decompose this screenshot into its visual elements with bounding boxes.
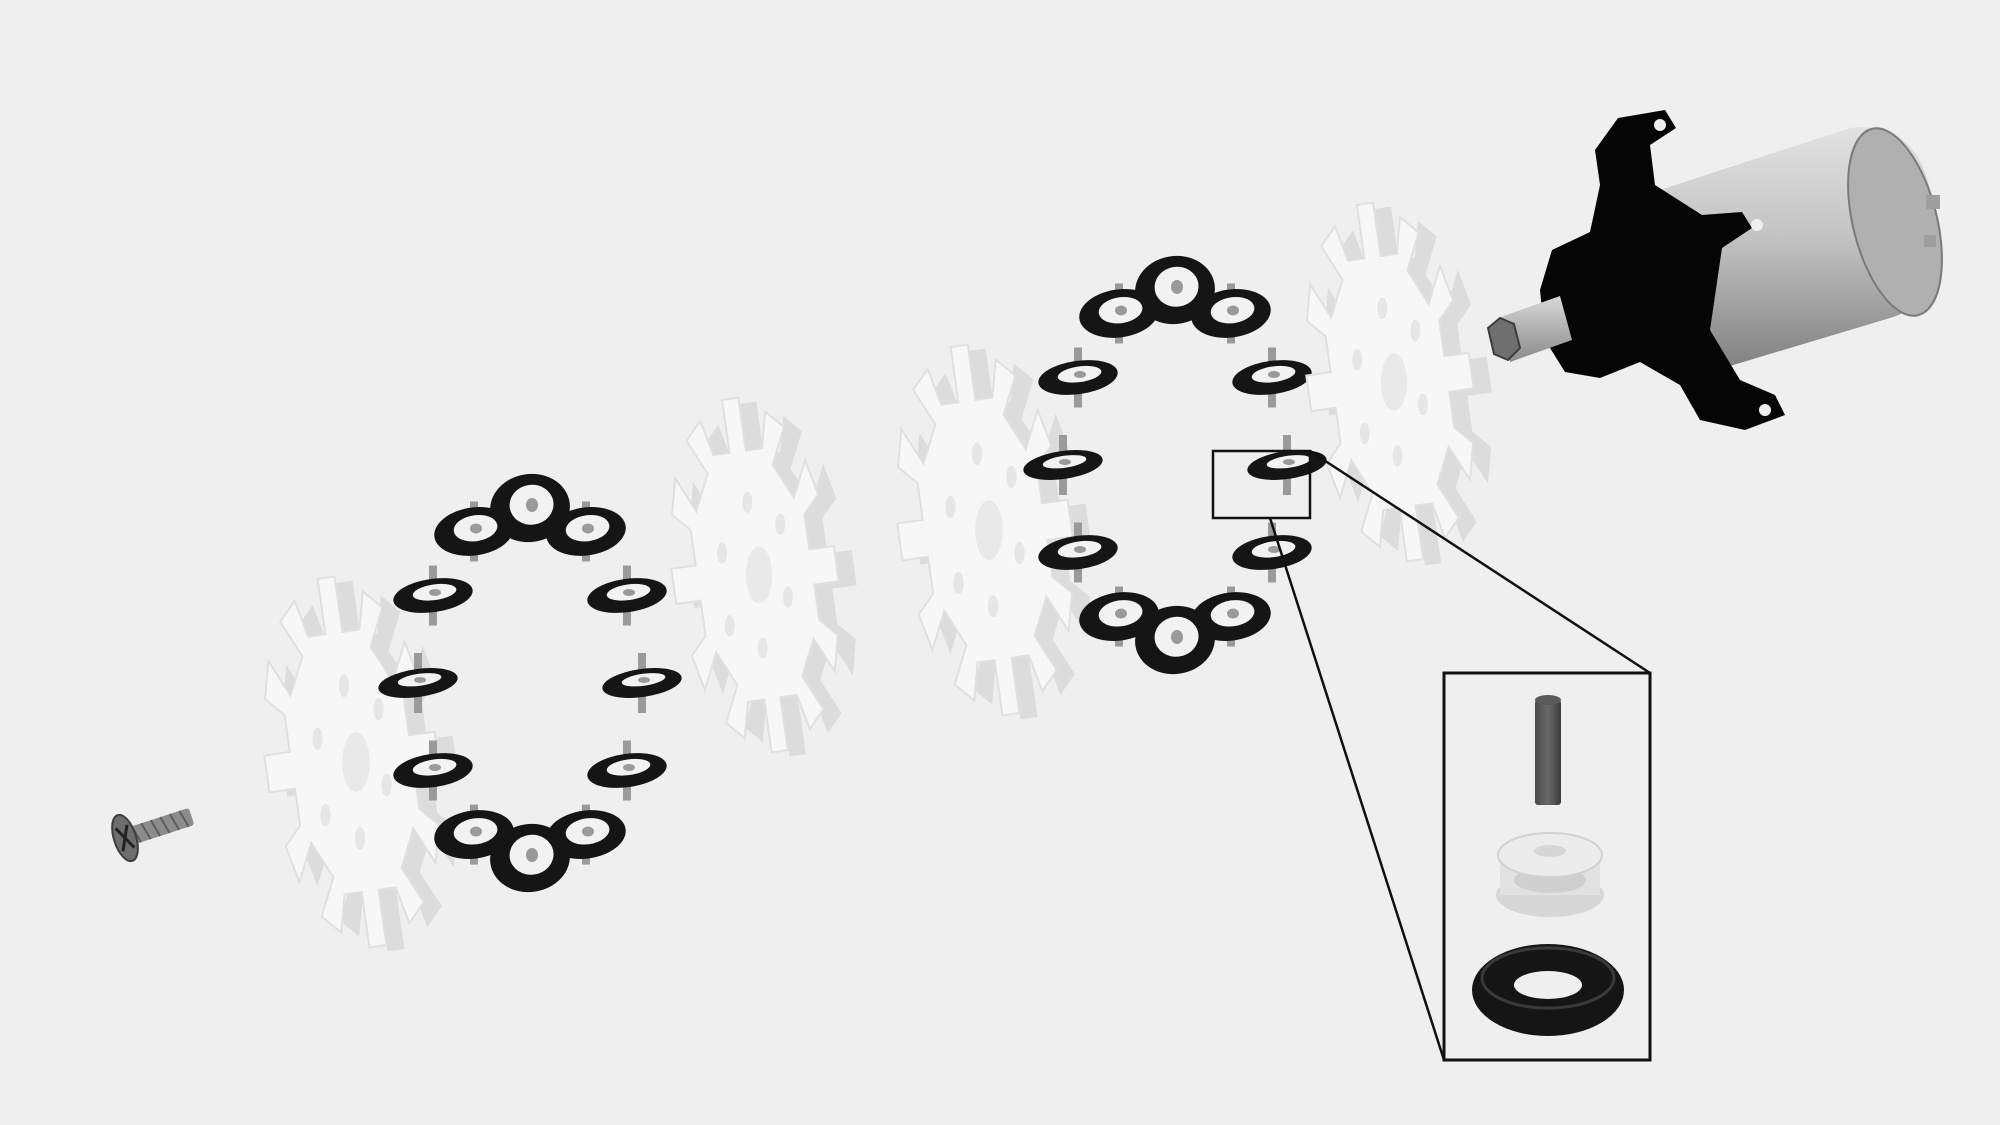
roller-assembly <box>602 653 682 713</box>
roller-assembly <box>1079 586 1159 647</box>
hub-mount-hole <box>1352 348 1363 371</box>
roller-axle-end <box>638 677 650 683</box>
roller-axle-end <box>1171 280 1183 294</box>
hub-mount-hole <box>1014 541 1025 565</box>
hub-plate-1 <box>241 566 481 962</box>
hub-mount-hole <box>953 571 964 595</box>
hub-center-hole <box>745 546 773 604</box>
metal-pin-icon <box>1535 695 1561 805</box>
roller-axle-end <box>582 826 594 837</box>
hub-mount-hole <box>1417 393 1428 416</box>
zoom-callout-icon <box>1211 449 1652 1062</box>
motor-can <box>1660 127 1943 375</box>
hub-mount-hole <box>1359 422 1370 445</box>
hub-mount-hole <box>1377 297 1388 320</box>
hub-mount-hole <box>354 827 366 850</box>
hub-mount-hole <box>312 727 323 751</box>
roller-assembly <box>1232 347 1312 408</box>
hub-mount-hole <box>757 637 768 659</box>
hub-mount-hole <box>717 542 728 564</box>
hub-mount-hole <box>1006 465 1017 489</box>
hub-mount-hole <box>1392 444 1403 467</box>
roller-assembly <box>1191 283 1271 344</box>
hub-mount-hole <box>1410 319 1421 342</box>
hub-mount-hole <box>782 586 793 608</box>
hub-mount-hole <box>987 595 999 618</box>
hub-mount-hole <box>381 773 392 797</box>
roller-axle-end <box>622 763 635 772</box>
roller-ring-1 <box>378 473 682 893</box>
roller-axle-end <box>582 523 594 534</box>
roller-axle-end <box>429 588 442 597</box>
roller-assembly <box>393 565 473 626</box>
geared-motor-icon <box>1486 110 1943 430</box>
plastic-roller-icon <box>1496 832 1604 917</box>
roller-assembly <box>434 501 514 562</box>
hub-plate-4 <box>1284 192 1515 575</box>
hub-center-hole <box>1380 353 1408 411</box>
hub-center-hole <box>975 500 1003 560</box>
roller-assembly <box>546 501 626 562</box>
roller-axle-end <box>1227 305 1239 316</box>
callout-source-box <box>1211 449 1312 520</box>
roller-axle-end <box>1267 370 1280 379</box>
roller-assembly <box>393 740 473 801</box>
hub-mount-hole <box>775 513 786 535</box>
hub-center-hole <box>342 732 370 792</box>
motor-shaft <box>1486 296 1572 362</box>
roller-ring-2 <box>1023 255 1327 675</box>
roller-axle-end <box>470 523 482 534</box>
roller-axle-end <box>1115 608 1127 619</box>
hub-mount-hole <box>945 495 956 519</box>
roller-assembly <box>587 565 667 626</box>
motor-bracket <box>1540 110 1785 430</box>
hub-mount-hole <box>373 697 384 721</box>
hub-mount-hole <box>971 442 983 465</box>
hub-mount-hole <box>724 615 735 637</box>
roller-axle-end <box>622 588 635 597</box>
hub-plate-2 <box>649 387 879 766</box>
hub-mount-hole <box>338 674 350 697</box>
roller-axle-end <box>1059 459 1071 465</box>
roller-axle-end <box>526 498 538 512</box>
roller-axle-end <box>1227 608 1239 619</box>
roller-axle-end <box>429 763 442 772</box>
roller-axle-end <box>470 826 482 837</box>
roller-assembly <box>1038 347 1118 408</box>
roller-axle-end <box>1074 370 1087 379</box>
hub-mount-hole <box>320 803 331 827</box>
roller-axle-end <box>1267 545 1280 554</box>
flat-head-screw-icon <box>111 808 194 863</box>
roller-assembly <box>378 653 458 713</box>
roller-assembly <box>434 804 514 865</box>
roller-axle-end <box>1171 630 1183 644</box>
roller-assembly <box>1038 522 1118 583</box>
roller-axle-end <box>1115 305 1127 316</box>
rubber-o-ring-icon <box>1472 944 1624 1036</box>
roller-assembly <box>1247 435 1327 495</box>
hub-mount-hole <box>742 491 753 513</box>
roller-assembly <box>587 740 667 801</box>
roller-assembly <box>1023 435 1103 495</box>
hub-plate-3 <box>874 334 1114 730</box>
roller-axle-end <box>526 848 538 862</box>
roller-assembly <box>1232 522 1312 583</box>
roller-axle-end <box>1074 545 1087 554</box>
roller-assembly <box>1079 283 1159 344</box>
roller-axle-end <box>414 677 426 683</box>
roller-axle-end <box>1283 459 1295 465</box>
